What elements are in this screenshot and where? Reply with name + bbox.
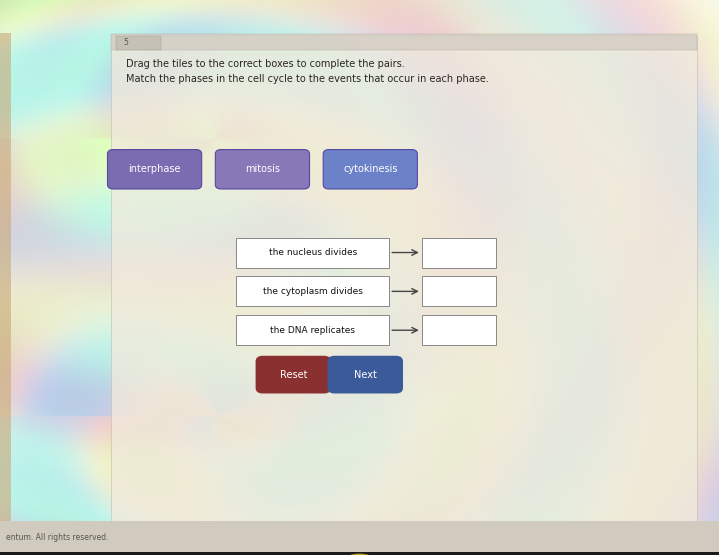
Text: mitosis: mitosis — [245, 164, 280, 174]
FancyBboxPatch shape — [0, 33, 11, 522]
Text: Next: Next — [354, 370, 377, 380]
Text: Drag the tiles to the correct boxes to complete the pairs.: Drag the tiles to the correct boxes to c… — [126, 59, 405, 69]
FancyBboxPatch shape — [236, 276, 390, 306]
FancyBboxPatch shape — [328, 356, 403, 393]
FancyBboxPatch shape — [421, 238, 496, 268]
Text: 5: 5 — [124, 38, 128, 47]
Text: entum. All rights reserved.: entum. All rights reserved. — [6, 533, 109, 542]
FancyBboxPatch shape — [256, 356, 331, 393]
FancyBboxPatch shape — [236, 238, 390, 268]
FancyBboxPatch shape — [0, 552, 719, 555]
FancyBboxPatch shape — [116, 36, 161, 50]
Text: interphase: interphase — [128, 164, 181, 174]
FancyBboxPatch shape — [421, 276, 496, 306]
Text: the DNA replicates: the DNA replicates — [270, 326, 355, 335]
FancyBboxPatch shape — [236, 315, 390, 345]
FancyBboxPatch shape — [421, 315, 496, 345]
Ellipse shape — [336, 554, 383, 555]
FancyBboxPatch shape — [216, 150, 309, 189]
Text: cytokinesis: cytokinesis — [343, 164, 398, 174]
FancyBboxPatch shape — [0, 521, 719, 555]
Text: Match the phases in the cell cycle to the events that occur in each phase.: Match the phases in the cell cycle to th… — [126, 74, 489, 84]
FancyBboxPatch shape — [323, 150, 417, 189]
FancyBboxPatch shape — [111, 36, 697, 522]
Text: the nucleus divides: the nucleus divides — [269, 248, 357, 257]
Text: Reset: Reset — [280, 370, 307, 380]
Text: the cytoplasm divides: the cytoplasm divides — [263, 287, 362, 296]
FancyBboxPatch shape — [111, 34, 697, 50]
FancyBboxPatch shape — [108, 150, 201, 189]
